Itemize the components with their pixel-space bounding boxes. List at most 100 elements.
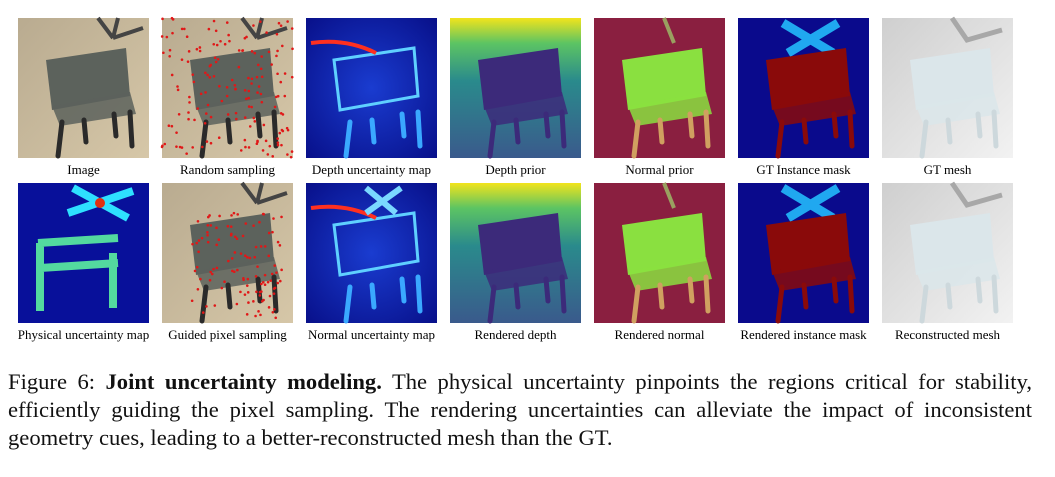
sample-dot [206,223,210,227]
sample-dot [201,311,205,314]
sample-dot [196,107,200,110]
sample-dot [225,21,229,24]
chair-seat [484,257,568,291]
sample-dot [220,286,224,290]
sample-dot [237,65,241,69]
chair-leg [399,276,407,304]
sample-dot [196,287,200,291]
sample-dot [260,282,263,286]
sample-dot [235,117,238,121]
panel-image [306,183,437,324]
chair-leg [415,274,423,314]
sample-dot [259,20,262,23]
sample-dot [215,266,219,270]
sample-dot [170,73,174,77]
sample-dot [259,67,263,71]
chair-back [766,48,850,110]
panel-image [160,16,294,159]
chair-leg [399,111,407,139]
chair-leg [945,117,953,145]
sample-dot [209,115,213,119]
sample-dot [199,92,203,96]
sample-dot [180,58,184,61]
sample-dot [276,141,280,144]
sample-dot [201,145,204,149]
chair-leg [831,276,839,304]
sample-dot [283,72,287,75]
sample-dot [280,44,284,48]
sample-dot [236,213,240,216]
sample-dot [230,257,234,260]
chair-leg [369,282,377,310]
chair-leg [801,282,809,310]
sample-dot [161,144,164,148]
sample-dot [252,300,255,303]
chair-seat [916,92,1000,126]
sample-dot [260,55,264,58]
sample-dot [230,78,234,82]
chair-leg [487,284,497,324]
sample-dot [199,277,202,281]
chair-leg [255,111,263,139]
sample-dot [258,220,261,224]
sample-dot [231,269,234,273]
sample-dot [207,27,211,31]
sample-dot [258,294,262,297]
sample-dot [289,155,293,159]
panel-image [18,183,149,323]
sample-dot [204,91,207,94]
panel-image [162,181,293,324]
sample-dot [206,233,209,237]
sample-dot [176,85,179,88]
sample-dot [272,217,275,220]
sample-dot [261,280,265,284]
sample-dot [185,152,188,155]
chair-leg [775,284,785,324]
sample-dot [269,279,273,282]
panel-image [306,18,437,159]
sample-dot [195,47,199,51]
sample-dot [227,259,230,263]
chair-leg [703,274,711,314]
sample-dot [225,85,229,89]
sample-dot [273,286,277,290]
sample-dot [197,239,201,242]
chair-leg [343,119,353,159]
chair-back [910,213,994,275]
sample-dot [187,111,190,114]
sample-dot [250,50,254,53]
sample-dot [191,73,195,76]
sample-dot [209,270,212,274]
sample-dot [272,292,276,295]
chair-back [46,48,130,110]
table-shadow [949,16,1003,43]
chair-leg [81,117,89,145]
sample-dot [279,24,283,27]
sample-dot [230,214,233,217]
chair-leg [847,274,855,314]
sample-dot [216,57,220,61]
sample-dot [165,35,169,39]
panel-label: Random sampling [180,162,275,177]
sample-dot [239,149,243,152]
sample-dot [227,33,230,37]
sample-dot [233,251,237,254]
chair-seat [916,257,1000,291]
sample-dot [254,275,258,278]
chair-leg [55,119,65,159]
sample-dot [195,265,199,269]
sample-dot [245,284,249,287]
panel-image [594,182,725,324]
sample-dot [183,27,186,31]
caption-title: Joint uncertainty modeling. [105,369,382,394]
sample-dot [187,50,191,53]
panel-label: Physical uncertainty map [18,327,149,342]
sample-dot [263,273,267,277]
sample-dot [193,118,196,122]
uncertainty-streak [310,39,377,55]
chair-leg [657,117,665,145]
sample-dot [171,31,174,35]
sample-dot [280,215,283,219]
sample-dot [277,21,281,25]
